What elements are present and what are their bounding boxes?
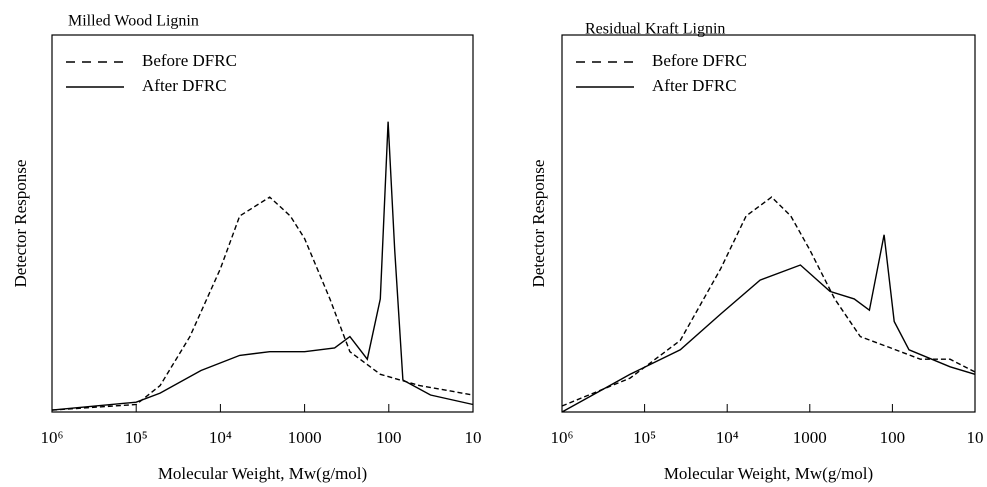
legend-label: Before DFRC bbox=[142, 51, 237, 70]
x-tick-label: 10⁶ bbox=[41, 428, 64, 447]
line-series bbox=[561, 196, 976, 407]
x-tick-label: 10⁵ bbox=[125, 428, 148, 447]
x-tick-label: 100 bbox=[376, 428, 402, 447]
plot-frame bbox=[561, 34, 976, 413]
chart-title: Milled Wood Lignin bbox=[68, 13, 199, 30]
legend-label: After DFRC bbox=[652, 76, 737, 95]
x-tick-label: 10 bbox=[967, 428, 984, 447]
legend-label: After DFRC bbox=[142, 76, 227, 95]
line-series bbox=[561, 234, 976, 413]
x-tick-label: 10⁴ bbox=[716, 428, 739, 447]
line-series bbox=[51, 121, 474, 411]
legend-label: Before DFRC bbox=[652, 51, 747, 70]
x-tick-label: 10⁶ bbox=[551, 428, 574, 447]
x-axis-label: Molecular Weight, Mw(g/mol) bbox=[158, 464, 367, 483]
x-tick-label: 10⁴ bbox=[209, 428, 232, 447]
x-axis-label: Molecular Weight, Mw(g/mol) bbox=[664, 464, 873, 483]
chart-title: Residual Kraft Lignin bbox=[585, 21, 725, 38]
x-tick-label: 10 bbox=[465, 428, 482, 447]
x-tick-label: 100 bbox=[880, 428, 906, 447]
x-tick-label: 1000 bbox=[288, 428, 322, 447]
line-series bbox=[51, 196, 474, 411]
x-tick-label: 10⁵ bbox=[633, 428, 656, 447]
y-axis-label: Detector Response bbox=[529, 160, 548, 288]
x-tick-label: 1000 bbox=[793, 428, 827, 447]
plot-frame bbox=[51, 34, 474, 413]
y-axis-label: Detector Response bbox=[11, 160, 30, 288]
